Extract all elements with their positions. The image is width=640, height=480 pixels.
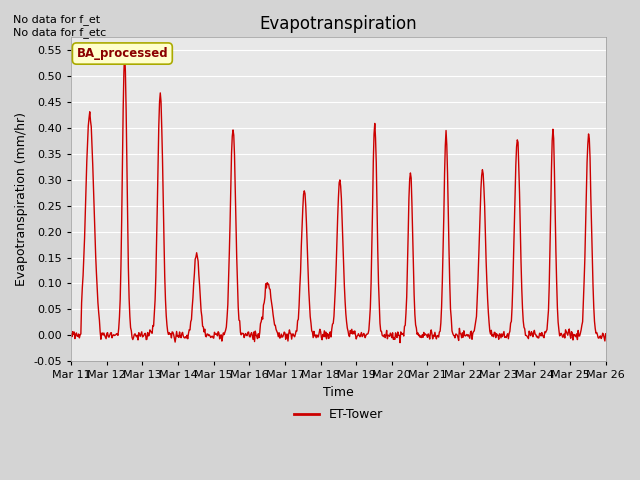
Text: No data for f_et
No data for f_etc: No data for f_et No data for f_etc: [13, 14, 106, 38]
Text: BA_processed: BA_processed: [77, 47, 168, 60]
X-axis label: Time: Time: [323, 386, 354, 399]
Legend: ET-Tower: ET-Tower: [289, 403, 388, 426]
Y-axis label: Evapotranspiration (mm/hr): Evapotranspiration (mm/hr): [15, 112, 28, 286]
Title: Evapotranspiration: Evapotranspiration: [260, 15, 417, 33]
